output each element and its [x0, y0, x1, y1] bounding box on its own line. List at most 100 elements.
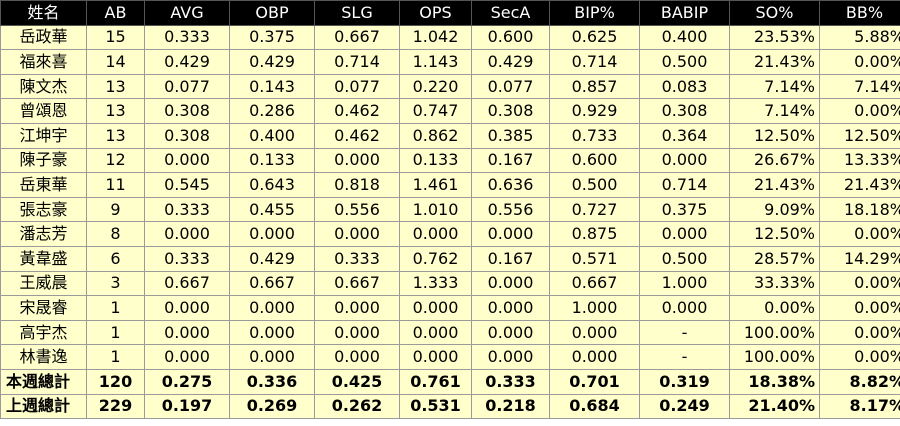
cell-ops: 0.000	[399, 319, 472, 346]
cell-ops: 0.747	[399, 98, 472, 124]
cell-slg: 0.333	[314, 245, 400, 272]
cell-avg: 0.000	[144, 319, 230, 346]
cell-bip-pct: 1.000	[549, 295, 640, 321]
player-row: 江坤宇 13 0.308 0.400 0.462 0.862 0.385 0.733 0.364…	[0, 122, 900, 149]
cell-obp: 0.375	[229, 24, 315, 51]
cell-babip: -	[639, 344, 730, 370]
cell-ab: 13	[86, 98, 145, 124]
cell-bip-pct: 0.714	[549, 49, 640, 75]
cell-babip: 0.000	[639, 221, 730, 247]
this-week-total-row: 本週總計 120 0.275 0.336 0.425 0.761 0.333 0.701 0.3…	[0, 368, 900, 395]
cell-obp: 0.269	[229, 393, 315, 420]
cell-bip-pct: 0.600	[549, 147, 640, 174]
cell-ab: 1	[86, 344, 145, 370]
cell-name: 高宇杰	[0, 319, 87, 346]
cell-avg: 0.333	[144, 196, 230, 223]
cell-ops: 0.000	[399, 221, 472, 247]
cell-seca: 0.000	[471, 344, 550, 370]
cell-bip-pct: 0.571	[549, 245, 640, 272]
cell-so-pct: 18.38%	[729, 368, 820, 395]
cell-ab: 11	[86, 172, 145, 198]
cell-slg: 0.425	[314, 368, 400, 395]
cell-name: 黃韋盛	[0, 245, 87, 272]
cell-ab: 9	[86, 196, 145, 223]
cell-avg: 0.000	[144, 344, 230, 370]
cell-name: 岳政華	[0, 24, 87, 51]
header-so-pct: SO%	[729, 0, 820, 26]
cell-slg: 0.556	[314, 196, 400, 223]
cell-bip-pct: 0.875	[549, 221, 640, 247]
cell-slg: 0.000	[314, 147, 400, 174]
cell-name: 福來喜	[0, 49, 87, 75]
cell-seca: 0.000	[471, 319, 550, 346]
cell-ab: 12	[86, 147, 145, 174]
cell-so-pct: 100.00%	[729, 319, 820, 346]
player-row: 王威晨 3 0.667 0.667 0.667 1.333 0.000 0.667 1.000 3…	[0, 270, 900, 297]
header-avg: AVG	[144, 0, 230, 26]
cell-slg: 0.462	[314, 122, 400, 149]
cell-name: 潘志芳	[0, 221, 87, 247]
header-ab: AB	[86, 0, 145, 26]
cell-babip: 0.000	[639, 295, 730, 321]
cell-seca: 0.636	[471, 172, 550, 198]
cell-ops: 0.531	[399, 393, 472, 420]
cell-slg: 0.000	[314, 319, 400, 346]
cell-seca: 0.429	[471, 49, 550, 75]
cell-slg: 0.818	[314, 172, 400, 198]
cell-bip-pct: 0.000	[549, 344, 640, 370]
cell-so-pct: 0.00%	[729, 295, 820, 321]
cell-avg: 0.197	[144, 393, 230, 420]
cell-obp: 0.133	[229, 147, 315, 174]
cell-obp: 0.000	[229, 319, 315, 346]
player-row: 黃韋盛 6 0.333 0.429 0.333 0.762 0.167 0.571 0.500 2…	[0, 245, 900, 272]
player-row: 潘志芳 8 0.000 0.000 0.000 0.000 0.000 0.875 0.000 1…	[0, 221, 900, 247]
cell-seca: 0.385	[471, 122, 550, 149]
cell-babip: 0.308	[639, 98, 730, 124]
cell-ops: 1.042	[399, 24, 472, 51]
player-row: 宋晟睿 1 0.000 0.000 0.000 0.000 0.000 1.000 0.000 0…	[0, 295, 900, 321]
cell-slg: 0.000	[314, 344, 400, 370]
cell-so-pct: 33.33%	[729, 270, 820, 297]
cell-bip-pct: 0.684	[549, 393, 640, 420]
cell-ops: 0.762	[399, 245, 472, 272]
cell-obp: 0.000	[229, 295, 315, 321]
header-slg: SLG	[314, 0, 400, 26]
cell-seca: 0.308	[471, 98, 550, 124]
player-row: 岳政華 15 0.333 0.375 0.667 1.042 0.600 0.625 0.400…	[0, 24, 900, 51]
cell-so-pct: 28.57%	[729, 245, 820, 272]
cell-name: 曾頌恩	[0, 98, 87, 124]
player-row: 高宇杰 1 0.000 0.000 0.000 0.000 0.000 0.000-100.0…	[0, 319, 900, 346]
cell-babip: -	[639, 319, 730, 346]
cell-so-pct: 100.00%	[729, 344, 820, 370]
cell-name: 張志豪	[0, 196, 87, 223]
cell-slg: 0.000	[314, 221, 400, 247]
cell-bb-pct: 0.00%	[819, 319, 900, 346]
cell-ab: 1	[86, 319, 145, 346]
player-row: 林書逸 1 0.000 0.000 0.000 0.000 0.000 0.000-100.0…	[0, 344, 900, 370]
player-row: 陳文杰 13 0.077 0.143 0.077 0.220 0.077 0.857 0.083…	[0, 73, 900, 100]
cell-obp: 0.667	[229, 270, 315, 297]
cell-bb-pct: 0.00%	[819, 221, 900, 247]
cell-avg: 0.333	[144, 245, 230, 272]
cell-obp: 0.000	[229, 221, 315, 247]
cell-bb-pct: 12.50%	[819, 122, 900, 149]
cell-ab: 14	[86, 49, 145, 75]
cell-bb-pct: 13.33%	[819, 147, 900, 174]
header-ops: OPS	[399, 0, 472, 26]
cell-avg: 0.275	[144, 368, 230, 395]
cell-avg: 0.308	[144, 122, 230, 149]
cell-obp: 0.286	[229, 98, 315, 124]
player-row: 張志豪 9 0.333 0.455 0.556 1.010 0.556 0.727 0.375 9…	[0, 196, 900, 223]
cell-name: 王威晨	[0, 270, 87, 297]
table-body: 岳政華 15 0.333 0.375 0.667 1.042 0.600 0.625 0.400…	[0, 24, 900, 420]
cell-avg: 0.077	[144, 73, 230, 100]
cell-name: 林書逸	[0, 344, 87, 370]
cell-ab: 1	[86, 295, 145, 321]
cell-avg: 0.000	[144, 147, 230, 174]
cell-name: 岳東華	[0, 172, 87, 198]
cell-bip-pct: 0.667	[549, 270, 640, 297]
cell-bb-pct: 8.17%	[819, 393, 900, 420]
cell-ab: 6	[86, 245, 145, 272]
cell-so-pct: 12.50%	[729, 122, 820, 149]
